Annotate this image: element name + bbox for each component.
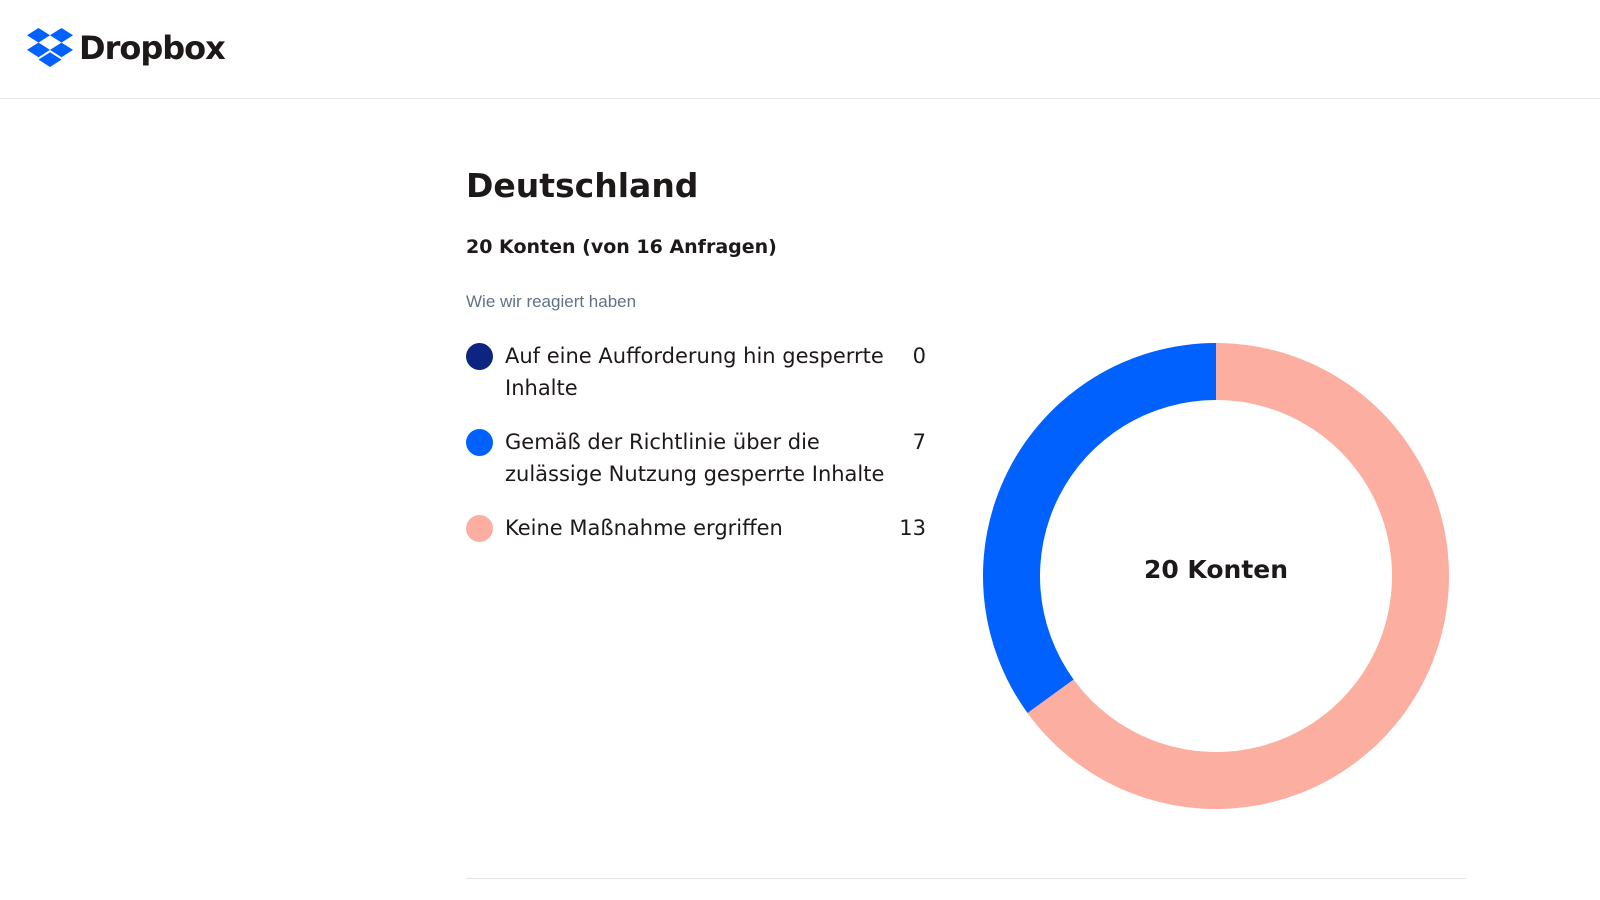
legend-value: 7 [912,430,926,454]
legend-label: Gemäß der Richtlinie über die zulässige … [505,430,885,486]
donut-chart: 20 Konten [983,343,1449,809]
legend-value: 0 [912,344,926,368]
legend-item: Auf eine Aufforderung hin gesperrte Inha… [466,340,926,404]
legend-label: Auf eine Aufforderung hin gesperrte Inha… [505,344,884,400]
legend-swatch [466,429,493,456]
chart-title: Deutschland [466,166,699,205]
legend-swatch [466,343,493,370]
legend: Auf eine Aufforderung hin gesperrte Inha… [466,340,926,566]
legend-item: Keine Maßnahme ergriffen 13 [466,512,926,544]
center-label: 20 Konten [1144,555,1288,584]
legend-title: Wie wir reagiert haben [466,292,637,311]
donut-segment [983,343,1216,713]
logo-icon [27,28,73,67]
logo[interactable]: Dropbox [27,28,226,68]
header: Dropbox [0,0,1600,99]
legend-value: 13 [899,516,926,540]
legend-swatch [466,515,493,542]
legend-label: Keine Maßnahme ergriffen [505,516,783,540]
legend-item: Gemäß der Richtlinie über die zulässige … [466,426,926,490]
divider [466,878,1466,879]
chart-subtitle: 20 Konten (von 16 Anfragen) [466,236,777,258]
logo-text: Dropbox [79,29,226,67]
